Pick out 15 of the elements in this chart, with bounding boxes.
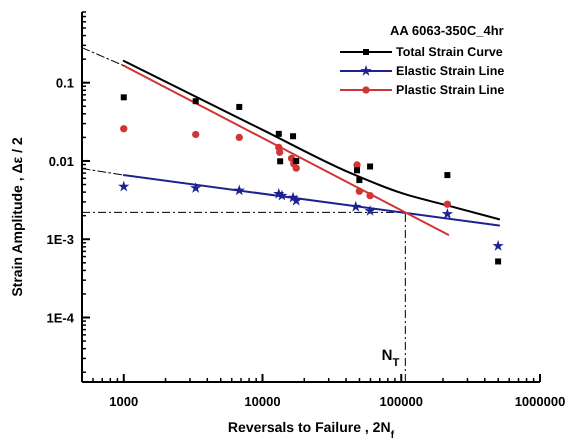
legend-title: AA 6063-350C_4hr — [390, 23, 504, 38]
x-tick-label: 1000000 — [514, 394, 566, 409]
ref-line-label: N$_{T}$ — [382, 347, 400, 369]
y-tick-label: 0.1 — [56, 76, 74, 91]
y-tick-label: 1E-4 — [46, 310, 75, 326]
legend-label: Plastic Strain Line — [396, 83, 504, 97]
x-tick-label: 1000 — [109, 394, 138, 409]
y-axis-title: Strain Amplitude , Δε / 2 — [9, 137, 25, 297]
y-tick-label: 0.01 — [48, 154, 74, 169]
x-tick-label: 10000 — [244, 394, 281, 409]
x-tick-label: 100000 — [380, 394, 423, 409]
y-tick-label: 1E-3 — [46, 232, 74, 248]
x-axis-title: Reversals to Failure , 2N$_{f}$ — [228, 419, 395, 439]
legend-label: Total Strain Curve — [396, 45, 503, 59]
legend-label: Elastic Strain Line — [396, 64, 504, 78]
